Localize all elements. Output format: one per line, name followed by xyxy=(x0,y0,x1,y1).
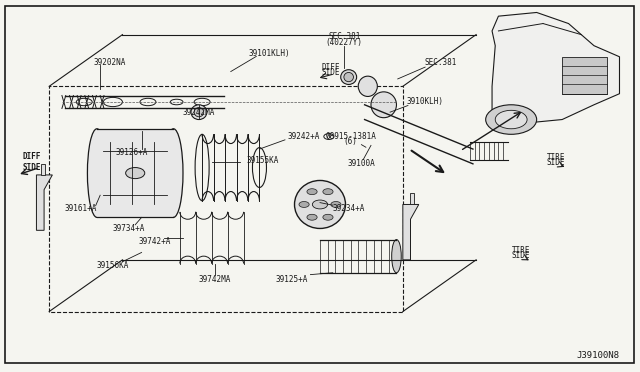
Text: J39100N8: J39100N8 xyxy=(577,351,620,360)
Ellipse shape xyxy=(344,73,353,82)
Text: 39742+A: 39742+A xyxy=(138,237,170,246)
Circle shape xyxy=(312,200,328,209)
Bar xyxy=(97,129,173,217)
Text: (40227Y): (40227Y) xyxy=(326,38,363,47)
Text: 39734+A: 39734+A xyxy=(113,224,145,233)
Ellipse shape xyxy=(194,108,204,117)
Text: TIRE: TIRE xyxy=(511,246,530,255)
Text: 39202NA: 39202NA xyxy=(93,58,126,67)
Ellipse shape xyxy=(392,240,401,273)
Text: 39234+A: 39234+A xyxy=(333,203,365,213)
Text: 39242+A: 39242+A xyxy=(288,132,320,141)
Text: 39101KLH): 39101KLH) xyxy=(248,49,290,58)
Text: 39100A: 39100A xyxy=(348,159,375,169)
Polygon shape xyxy=(492,13,620,123)
Text: (6): (6) xyxy=(344,137,358,146)
Text: 39156KA: 39156KA xyxy=(97,261,129,270)
Circle shape xyxy=(486,105,537,134)
Circle shape xyxy=(323,214,333,220)
Text: SIDE: SIDE xyxy=(321,68,340,77)
Ellipse shape xyxy=(358,76,378,96)
Text: 3910KLH): 3910KLH) xyxy=(406,97,444,106)
Polygon shape xyxy=(410,193,414,205)
Text: 08915-1381A: 08915-1381A xyxy=(325,132,376,141)
Text: 39742MA: 39742MA xyxy=(198,275,231,283)
Circle shape xyxy=(323,189,333,195)
Text: 39242MA: 39242MA xyxy=(183,108,215,117)
Text: W: W xyxy=(326,134,332,139)
Ellipse shape xyxy=(340,70,356,84)
Text: SIDE: SIDE xyxy=(547,157,565,167)
Circle shape xyxy=(307,189,317,195)
Circle shape xyxy=(299,202,309,208)
Circle shape xyxy=(307,214,317,220)
Polygon shape xyxy=(36,175,52,230)
Bar xyxy=(562,57,607,94)
Text: 39161+A: 39161+A xyxy=(65,203,97,213)
Text: TIRE: TIRE xyxy=(547,153,565,162)
Polygon shape xyxy=(41,164,45,175)
Ellipse shape xyxy=(191,105,207,119)
Polygon shape xyxy=(403,205,419,260)
Text: 39126+A: 39126+A xyxy=(116,148,148,157)
Circle shape xyxy=(331,202,341,208)
Text: SEC.381: SEC.381 xyxy=(328,32,360,41)
Text: DIFF
SIDE: DIFF SIDE xyxy=(23,152,41,172)
Text: 39155KA: 39155KA xyxy=(246,155,279,165)
Circle shape xyxy=(125,167,145,179)
Text: SIDE: SIDE xyxy=(511,251,530,260)
Ellipse shape xyxy=(164,129,183,217)
Ellipse shape xyxy=(88,129,106,217)
Ellipse shape xyxy=(371,92,396,118)
Text: DIFF: DIFF xyxy=(321,63,340,72)
Ellipse shape xyxy=(294,180,346,228)
Circle shape xyxy=(495,110,527,129)
Text: SEC.381: SEC.381 xyxy=(425,58,457,67)
Text: 39125+A: 39125+A xyxy=(275,275,307,283)
